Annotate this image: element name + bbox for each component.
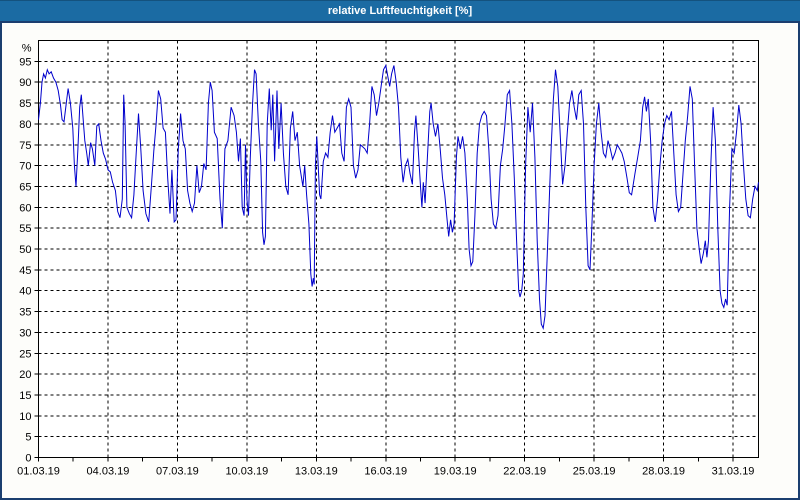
y-axis-label: 40 [19, 286, 31, 298]
x-axis-label: 19.03.19 [434, 466, 477, 478]
y-axis-label: 50 [19, 244, 31, 256]
y-axis-label: 80 [19, 119, 31, 131]
humidity-line-chart: 0 5 10 15 20 25 30 35 40 45 50 55 60 65 70 75 80 85 90 95% 0… [17, 40, 759, 478]
y-axis-label: 10 [19, 411, 31, 423]
x-axis-label: 01.03.19 [17, 466, 60, 478]
y-axis-label: 25 [19, 348, 31, 360]
y-axis-label: 60 [19, 202, 31, 214]
y-axis-label: 35 [19, 307, 31, 319]
y-axis-label: 95 [19, 56, 31, 68]
chart-content-area: 0 5 10 15 20 25 30 35 40 45 50 55 60 65 70 75 80 85 90 95% 0… [0, 21, 800, 500]
x-axis-label: 10.03.19 [225, 466, 268, 478]
window-title: relative Luftfeuchtigkeit [%] [327, 5, 473, 17]
y-axis-label: 5 [25, 432, 31, 444]
x-axis-label: 25.03.19 [573, 466, 616, 478]
y-axis-unit-label: % [22, 42, 32, 54]
y-axis-label: 85 [19, 98, 31, 110]
x-axis-label: 13.03.19 [295, 466, 338, 478]
y-axis-label: 45 [19, 265, 31, 277]
x-axis-label: 22.03.19 [503, 466, 546, 478]
y-axis-label: 90 [19, 77, 31, 89]
y-axis-label: 75 [19, 140, 31, 152]
y-axis-label: 30 [19, 327, 31, 339]
humidity-data-line [38, 64, 759, 330]
y-axis-label: 15 [19, 390, 31, 402]
y-axis-label: 65 [19, 181, 31, 193]
y-axis-label: 55 [19, 223, 31, 235]
y-axis-label: 0 [25, 453, 31, 465]
y-axis-label: 20 [19, 369, 31, 381]
x-axis-label: 31.03.19 [712, 466, 755, 478]
x-axis-label: 07.03.19 [156, 466, 199, 478]
y-axis-label: 70 [19, 161, 31, 173]
x-axis-label: 04.03.19 [87, 466, 130, 478]
x-axis-label: 28.03.19 [642, 466, 685, 478]
window-title-bar: relative Luftfeuchtigkeit [%] [0, 0, 800, 21]
x-axis-label: 16.03.19 [364, 466, 407, 478]
